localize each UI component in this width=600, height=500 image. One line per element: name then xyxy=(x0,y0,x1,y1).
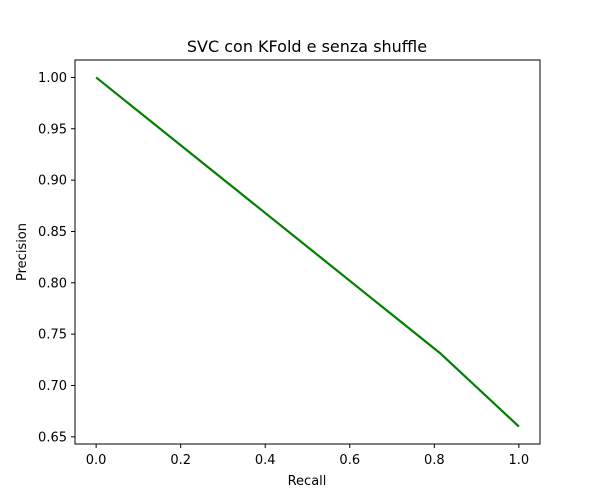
x-tick-label: 1.0 xyxy=(509,453,530,468)
x-axis-label: Recall xyxy=(288,474,327,489)
y-tick-label: 0.65 xyxy=(38,430,67,445)
y-tick-label: 0.80 xyxy=(38,276,67,291)
y-tick-label: 1.00 xyxy=(38,71,67,86)
chart-title: SVC con KFold e senza shuffle xyxy=(187,37,427,56)
plot-area xyxy=(74,59,541,445)
x-tick-label: 0.8 xyxy=(424,453,445,468)
y-tick-label: 0.85 xyxy=(38,225,67,240)
series-group xyxy=(95,76,520,428)
y-tick-label: 0.95 xyxy=(38,122,67,137)
x-axis: 0.0 0.2 0.4 0.6 0.8 1.0 xyxy=(86,444,529,468)
x-tick-label: 0.6 xyxy=(339,453,360,468)
y-tick-label: 0.90 xyxy=(38,174,67,189)
y-tick-label: 0.70 xyxy=(38,379,67,394)
y-tick-label: 0.75 xyxy=(38,328,67,343)
x-tick-label: 0.2 xyxy=(170,453,191,468)
y-axis: 0.65 0.70 0.75 0.80 0.85 0.90 0.95 1.00 xyxy=(38,71,75,445)
x-tick-label: 0.0 xyxy=(86,453,107,468)
series-line xyxy=(95,76,520,428)
x-tick-label: 0.4 xyxy=(255,453,276,468)
y-axis-label: Precision xyxy=(15,223,30,281)
